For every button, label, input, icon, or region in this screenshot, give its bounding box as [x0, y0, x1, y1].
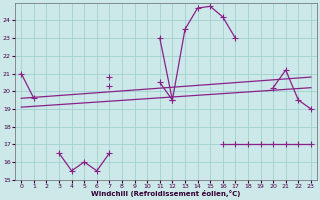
X-axis label: Windchill (Refroidissement éolien,°C): Windchill (Refroidissement éolien,°C): [92, 190, 241, 197]
